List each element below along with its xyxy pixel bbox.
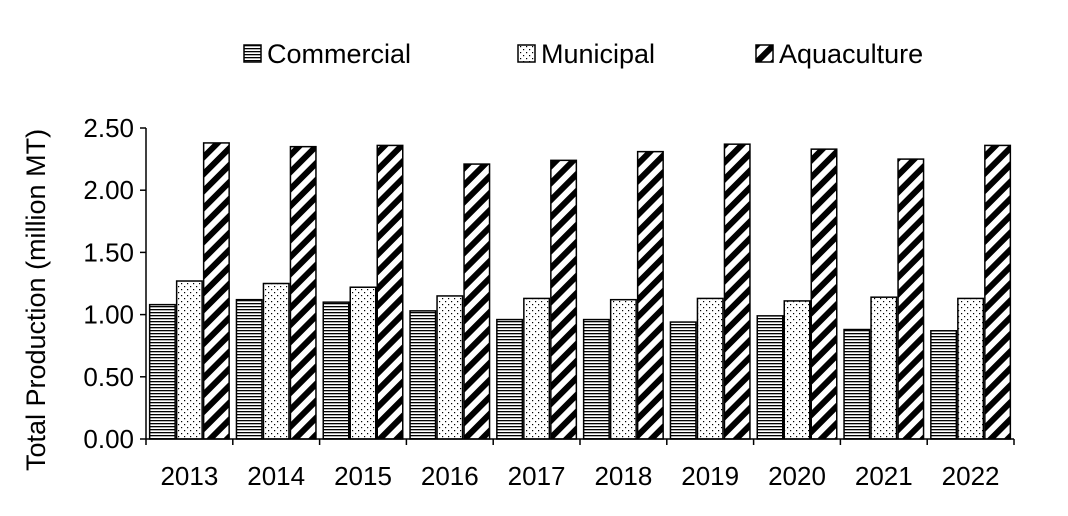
bar-municipal-2022 [957,297,985,440]
legend-label-commercial: Commercial [267,39,411,69]
bar-municipal-2015 [349,286,377,440]
legend-label-municipal: Municipal [541,39,655,69]
x-tick-label: 2013 [160,461,218,491]
bar-commercial-2015 [322,301,350,440]
bar-aquaculture-2013 [202,142,230,440]
legend: Commercial Municipal Aquaculture [243,39,923,69]
y-tick-label: 1.00 [83,300,134,330]
y-tick-label: 0.00 [83,424,134,454]
bar-aquaculture-2020 [810,148,838,440]
bar-commercial-2020 [756,315,784,440]
legend-swatch-aquaculture [755,44,774,63]
legend-swatch-commercial [243,44,262,63]
y-tick-label: 2.50 [83,113,134,143]
bar-aquaculture-2018 [636,150,664,440]
y-axis: 0.00 0.50 1.00 1.50 2.00 2.50 [83,113,147,454]
bar-aquaculture-2017 [550,159,578,440]
bar-commercial-2019 [669,321,697,440]
bar-municipal-2019 [696,297,724,440]
bar-commercial-2016 [409,310,437,440]
bar-aquaculture-2014 [289,145,317,440]
x-tick-label: 2015 [334,461,392,491]
bars [148,142,1012,440]
bar-commercial-2018 [582,318,610,440]
bar-aquaculture-2015 [376,144,404,440]
bar-aquaculture-2022 [984,144,1012,440]
bar-municipal-2017 [523,297,551,440]
x-tick-label: 2021 [855,461,913,491]
bar-aquaculture-2021 [897,158,925,440]
bar-aquaculture-2016 [463,163,491,440]
y-tick-label: 2.00 [83,175,134,205]
legend-label-aquaculture: Aquaculture [779,39,923,69]
bar-municipal-2013 [175,280,203,440]
y-axis-title-group: Total Production (million MT) [21,129,51,471]
y-tick-label: 0.50 [83,362,134,392]
x-tick-label: 2020 [768,461,826,491]
x-tick-label: 2017 [508,461,566,491]
y-tick-label: 1.50 [83,237,134,267]
bar-commercial-2021 [843,328,871,440]
bar-commercial-2022 [930,330,958,440]
bar-municipal-2021 [870,296,898,440]
legend-swatch-municipal [517,44,536,63]
bar-commercial-2013 [148,303,176,440]
bar-municipal-2020 [783,300,811,440]
bar-commercial-2014 [235,298,263,440]
bar-aquaculture-2019 [723,143,751,440]
bar-municipal-2018 [609,298,637,440]
x-tick-label: 2019 [681,461,739,491]
bar-municipal-2014 [262,282,290,440]
x-tick-label: 2018 [594,461,652,491]
x-axis: 2013 2014 2015 2016 2017 2018 2019 2020 2021 2022 [145,438,1015,491]
bar-municipal-2016 [436,295,464,440]
x-tick-label: 2016 [421,461,479,491]
y-axis-title: Total Production (million MT) [21,129,51,471]
x-tick-label: 2022 [942,461,1000,491]
x-tick-label: 2014 [247,461,305,491]
bar-commercial-2017 [496,318,524,440]
